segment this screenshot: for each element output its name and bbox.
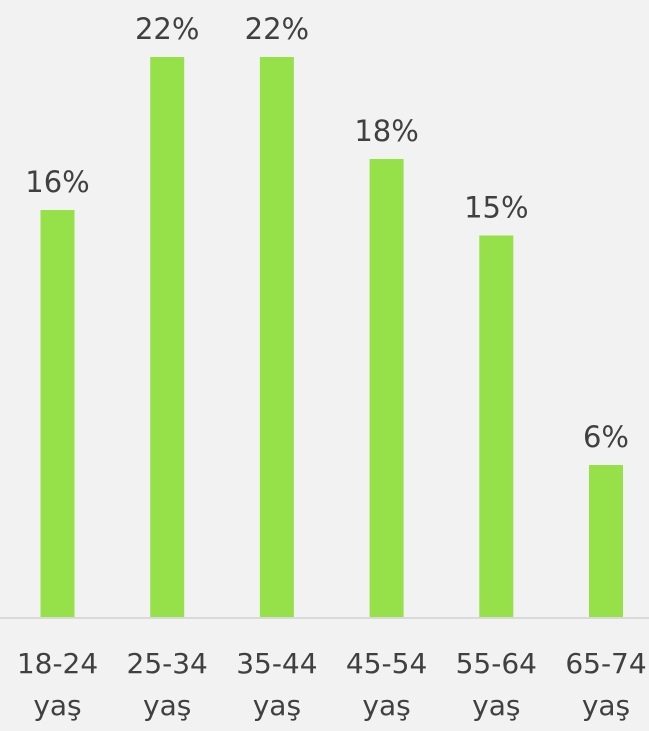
x-tick-label-2-line-0: 35-44 [236, 647, 317, 680]
x-tick-label-3: 45-54 yaş [346, 647, 427, 722]
x-tick-label-1-line-1: yaş [143, 689, 191, 722]
x-tick-label-3-line-0: 45-54 [346, 647, 427, 680]
x-tick-label-0-line-0: 18-24 [17, 647, 98, 680]
data-label-0: 16% [25, 165, 89, 199]
x-tick-label-2-line-1: yaş [253, 689, 301, 722]
bar-0 [40, 210, 75, 618]
x-tick-label-5-line-0: 65-74 [565, 647, 646, 680]
x-tick-label-0: 18-24 yaş [17, 647, 98, 722]
x-tick-label-5: 65-74 yaş [565, 647, 646, 722]
bar-5 [589, 465, 623, 618]
data-label-3: 18% [354, 114, 418, 148]
bar-3 [369, 159, 404, 618]
bar-2 [259, 57, 294, 618]
x-tick-label-5-line-1: yaş [582, 689, 630, 722]
x-tick-label-1-line-0: 25-34 [127, 647, 208, 680]
x-tick-labels-layer: 18-24 yaş 25-34 yaş 35-44 yaş 45-54 yaş 55-64 yaş… [17, 647, 647, 722]
x-tick-label-4-line-1: yaş [472, 689, 520, 722]
x-tick-label-4: 55-64 yaş [456, 647, 537, 722]
bar-1 [150, 57, 185, 618]
x-tick-label-4-line-0: 55-64 [456, 647, 537, 680]
data-label-2: 22% [245, 12, 309, 46]
x-tick-label-3-line-1: yaş [362, 689, 410, 722]
x-tick-label-1: 25-34 yaş [127, 647, 208, 722]
data-labels-layer: 16% 22% 22% 18% 15% 6% [25, 12, 629, 454]
x-tick-label-2: 35-44 yaş [236, 647, 317, 722]
x-tick-label-0-line-1: yaş [33, 689, 81, 722]
data-label-4: 15% [464, 191, 528, 225]
bar-4 [479, 235, 514, 618]
bars-layer [40, 57, 623, 618]
data-label-5: 6% [583, 420, 629, 454]
data-label-1: 22% [135, 12, 199, 46]
